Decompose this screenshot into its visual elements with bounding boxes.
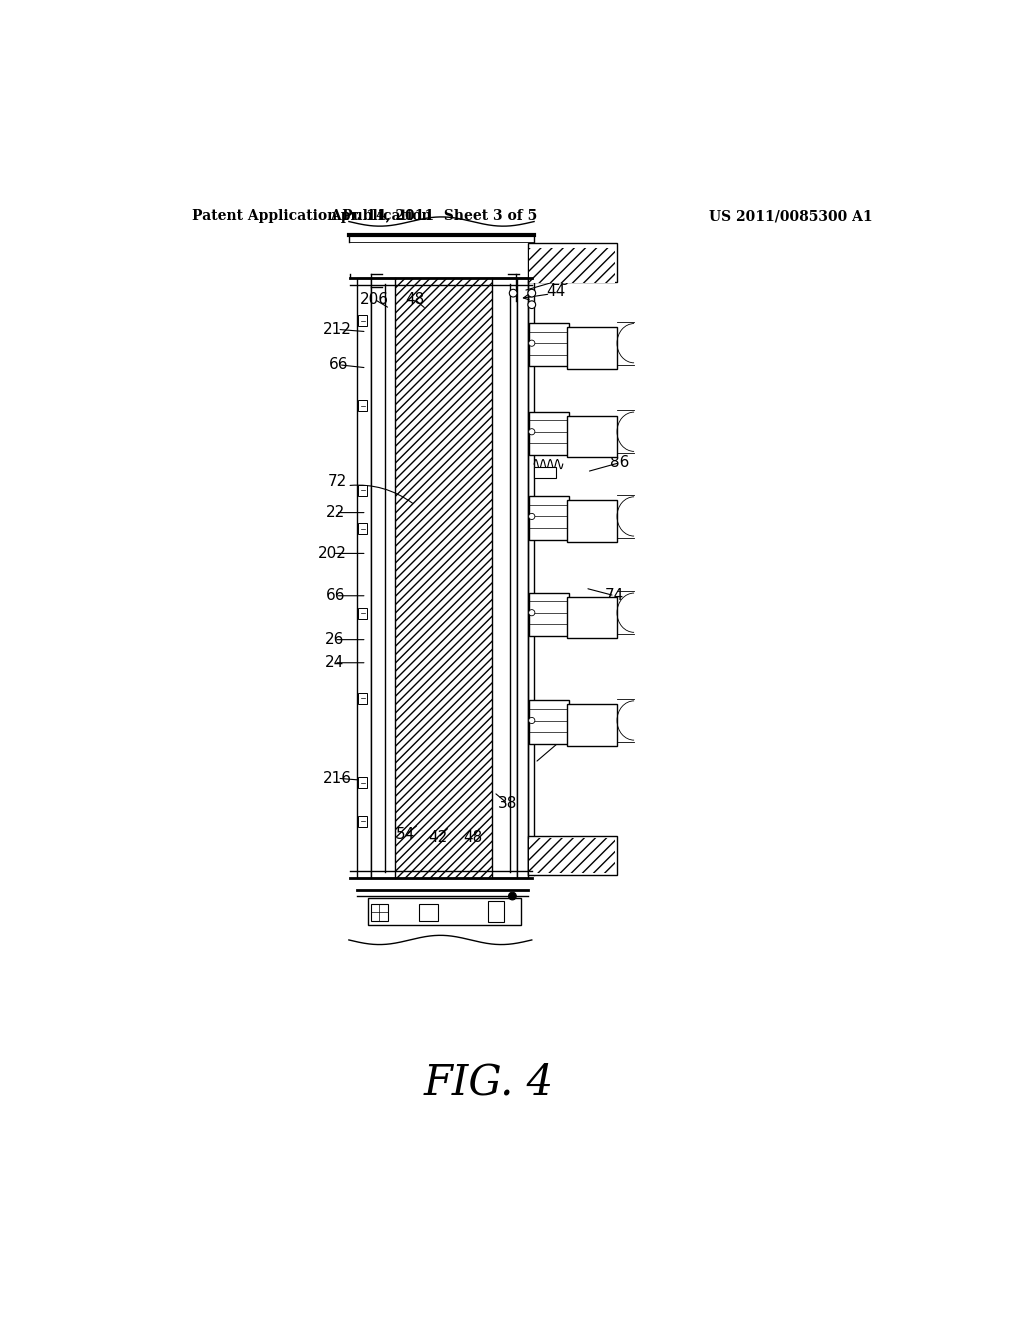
- Text: 24: 24: [325, 655, 344, 671]
- Text: 48: 48: [406, 292, 424, 306]
- Bar: [529, 593, 569, 636]
- Text: 206: 206: [360, 292, 389, 306]
- Text: 54: 54: [396, 826, 415, 842]
- Bar: [371, 277, 517, 878]
- Circle shape: [528, 341, 535, 346]
- Bar: [517, 277, 528, 878]
- Bar: [358, 400, 368, 411]
- Text: 44: 44: [546, 284, 565, 300]
- Bar: [356, 277, 371, 878]
- Bar: [395, 277, 493, 878]
- Text: 66: 66: [329, 358, 348, 372]
- Circle shape: [528, 301, 536, 309]
- Bar: [535, 467, 556, 478]
- Bar: [358, 315, 368, 326]
- Bar: [358, 693, 368, 704]
- Text: 74: 74: [605, 589, 625, 603]
- Bar: [488, 900, 504, 923]
- Circle shape: [509, 892, 516, 900]
- Circle shape: [509, 289, 517, 297]
- Text: Patent Application Publication: Patent Application Publication: [191, 209, 431, 223]
- Text: 22: 22: [326, 506, 345, 520]
- Bar: [567, 327, 617, 368]
- Bar: [358, 816, 368, 826]
- Text: 216: 216: [323, 771, 352, 785]
- Text: FIG. 4: FIG. 4: [423, 1061, 553, 1104]
- Text: US 2011/0085300 A1: US 2011/0085300 A1: [710, 209, 872, 223]
- Bar: [528, 836, 617, 875]
- Bar: [529, 412, 569, 455]
- Bar: [371, 904, 388, 921]
- Text: 86: 86: [610, 455, 630, 470]
- Bar: [567, 416, 617, 457]
- Text: 28: 28: [551, 272, 570, 288]
- Text: 26: 26: [325, 632, 344, 647]
- Bar: [567, 705, 617, 746]
- Bar: [529, 838, 615, 873]
- Bar: [358, 524, 368, 535]
- Bar: [529, 323, 569, 367]
- Bar: [529, 496, 569, 540]
- Bar: [567, 500, 617, 543]
- Text: 38: 38: [498, 796, 517, 812]
- Text: 212: 212: [323, 322, 351, 337]
- Bar: [369, 898, 521, 924]
- Bar: [528, 243, 617, 281]
- Bar: [358, 609, 368, 619]
- Text: 202: 202: [318, 546, 347, 561]
- Text: 42: 42: [428, 830, 447, 845]
- Bar: [529, 701, 569, 743]
- Bar: [358, 777, 368, 788]
- Circle shape: [528, 610, 535, 615]
- Circle shape: [528, 513, 535, 520]
- Text: 56: 56: [558, 727, 578, 742]
- Text: 66: 66: [326, 589, 345, 603]
- Circle shape: [528, 429, 535, 434]
- Text: Apr. 14, 2011  Sheet 3 of 5: Apr. 14, 2011 Sheet 3 of 5: [331, 209, 538, 223]
- Text: 48: 48: [463, 830, 482, 845]
- Bar: [567, 597, 617, 638]
- Bar: [529, 248, 615, 284]
- Circle shape: [528, 289, 536, 297]
- Bar: [419, 904, 438, 921]
- Bar: [358, 484, 368, 496]
- Circle shape: [528, 718, 535, 723]
- Text: 72: 72: [328, 474, 347, 490]
